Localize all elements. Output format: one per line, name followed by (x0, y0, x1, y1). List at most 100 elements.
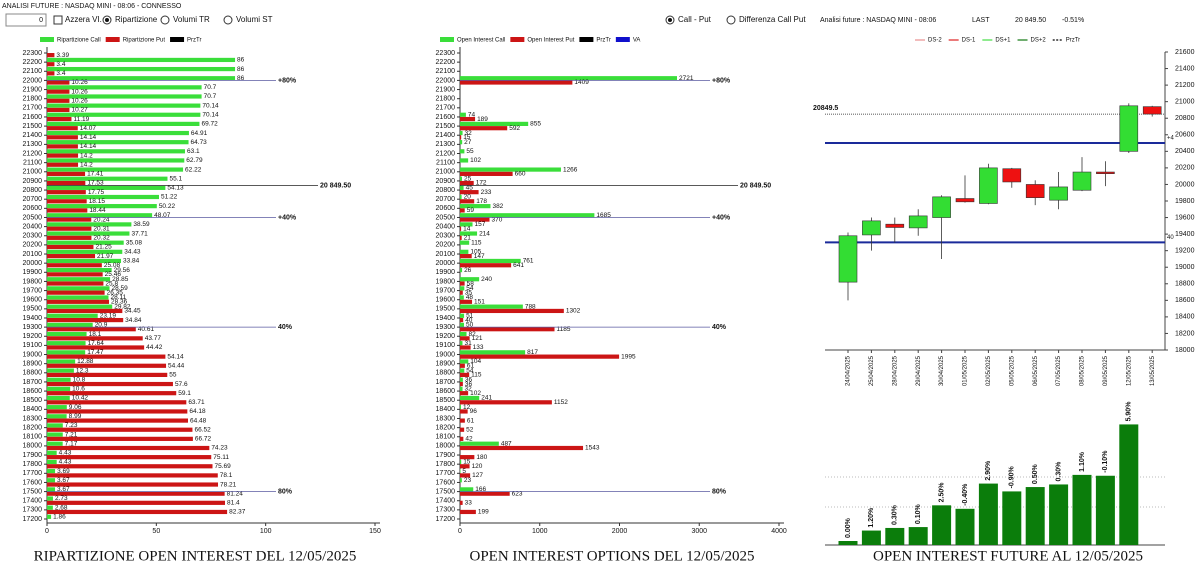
bar-label: 104 (470, 358, 481, 365)
bar (47, 194, 160, 200)
candle-body (1096, 171, 1115, 174)
bar (460, 350, 526, 355)
bar-label: 20.24 (93, 216, 110, 223)
legend-label: Open Interest Call (457, 38, 505, 44)
radio[interactable] (726, 15, 736, 25)
legend-label: Open Interest Put (527, 38, 574, 44)
bar (460, 180, 474, 186)
bar (47, 482, 219, 487)
strike-label: 19800 (436, 278, 456, 285)
strike-label: 21500 (436, 123, 456, 130)
bar (838, 541, 858, 545)
candle-body (1119, 105, 1139, 152)
bar (460, 135, 462, 140)
bar-label: 75.11 (213, 454, 229, 461)
bar (460, 267, 463, 273)
bar-label: 64.91 (191, 130, 208, 137)
bar-label: 23.19 (100, 312, 117, 319)
bar (460, 386, 463, 391)
bar (47, 381, 173, 387)
bar (460, 204, 491, 209)
bar (460, 473, 471, 478)
bar-label: 1409 (574, 79, 589, 86)
bar (47, 459, 57, 465)
bar (47, 286, 110, 291)
bar (460, 194, 462, 200)
bar-label: 25 (464, 175, 472, 182)
bar-label: 36 (465, 376, 473, 383)
bar (47, 322, 93, 328)
bar-label: 1152 (554, 399, 568, 406)
bar-label: 1.86 (53, 514, 66, 521)
checkbox-label: Azzera VI. (65, 15, 102, 24)
legend-swatch (579, 37, 594, 42)
bar-label: 20.31 (93, 225, 110, 232)
bar-label: 0.50% (1032, 463, 1039, 484)
level-label: 80% (712, 488, 727, 495)
bar-label: 105 (470, 249, 481, 256)
strike-label: 18500 (23, 397, 43, 404)
bar-label: 61 (467, 362, 475, 369)
y-tick-label: 20600 (1175, 132, 1195, 139)
bar (47, 171, 86, 176)
bar (47, 491, 225, 496)
bar-label: 18.44 (89, 207, 106, 214)
bar-label: 12 (463, 404, 471, 411)
bar (460, 217, 490, 222)
strike-label: 20900 (436, 178, 456, 185)
bar (47, 235, 92, 240)
strike-label: 19400 (436, 315, 456, 322)
candle-body (979, 167, 998, 204)
bar-label: 40.61 (138, 326, 155, 333)
checkbox[interactable] (53, 15, 63, 25)
strike-label: 18600 (23, 388, 43, 395)
strike-label: 21600 (436, 114, 456, 121)
strike-label: 20700 (23, 196, 43, 203)
bar-label: 51 (466, 312, 474, 319)
bar-label: 10.26 (71, 88, 88, 95)
legend-label: Ripartizione Call (57, 38, 101, 44)
bar (47, 130, 189, 136)
bar-label: 54.44 (168, 362, 185, 369)
x-tick-label: 0 (458, 528, 462, 535)
bar (460, 345, 471, 350)
bar-label: -0.10% (1102, 450, 1109, 473)
bar (460, 171, 513, 176)
bar (460, 359, 469, 364)
strike-label: 22300 (23, 50, 43, 57)
bar (47, 149, 185, 154)
bar-label: 370 (492, 216, 503, 223)
x-tick-label: 3000 (691, 528, 707, 535)
candle-body (932, 196, 951, 218)
bar-label: 27 (464, 139, 472, 146)
radio[interactable] (160, 15, 170, 25)
bar-label: 31 (464, 340, 472, 347)
bar (460, 436, 464, 441)
bar-label: 855 (530, 121, 541, 128)
bar (47, 445, 210, 451)
number-input[interactable] (5, 13, 47, 27)
strike-label: 20800 (23, 187, 43, 194)
strike-label: 17400 (23, 498, 43, 505)
bar (47, 464, 213, 469)
bar (460, 341, 463, 346)
strike-label: 19900 (436, 269, 456, 276)
bar (47, 272, 103, 277)
strike-label: 19500 (23, 306, 43, 313)
bar (47, 432, 63, 437)
bar-label: 10.6 (72, 386, 85, 393)
bar-label: 14.14 (80, 143, 97, 150)
bar (47, 377, 71, 382)
strike-label: 18000 (436, 443, 456, 450)
strike-label: 17900 (23, 452, 43, 459)
bar-label: 15 (463, 459, 471, 466)
bar (47, 144, 78, 149)
bar (47, 327, 136, 332)
radio[interactable] (223, 15, 233, 25)
bar (47, 140, 189, 145)
date-label: 05/05/2025 (1009, 355, 1015, 386)
bar-label: 48 (466, 294, 474, 301)
bar (460, 327, 555, 332)
bar (1072, 474, 1092, 545)
